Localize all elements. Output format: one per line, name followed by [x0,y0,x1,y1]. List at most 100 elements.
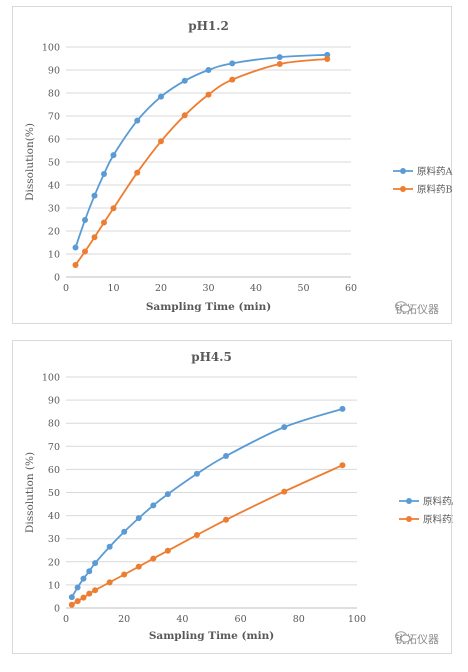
chart-panel-ph1-2: pH1.2 0 10 20 30 40 50 60 70 80 90 100 0 10 20 30 40 50 60… [12,6,453,324]
data-point [121,571,128,578]
y-axis-label: Dissolution (%) [24,452,36,533]
y-tick-label: 50 [48,158,60,169]
data-point [86,590,93,597]
data-point [68,601,75,608]
y-tick-label: 100 [42,43,60,54]
y-axis-label: Dissolution(%) [24,123,36,201]
data-point [68,594,75,601]
data-point [193,532,200,539]
legend-marker [400,168,406,174]
data-point [101,219,107,226]
x-tick-label: 20 [155,283,167,294]
x-tick-label: 40 [250,283,262,294]
y-tick-label: 40 [48,181,60,192]
data-point [135,563,142,570]
data-point [91,234,98,241]
data-point [134,169,141,176]
legend-marker [400,186,406,192]
chart-ph1-2: pH1.2 0 10 20 30 40 50 60 70 80 90 100 0 10 20 30 40 50 60… [24,19,453,313]
y-tick-label: 90 [48,66,60,77]
data-point [223,453,230,460]
y-tick-label: 100 [42,373,60,384]
x-axis-label: Sampling Time (min) [149,630,274,642]
legend-label: 原料药B [417,184,453,196]
data-point [229,60,236,67]
x-tick-label: 0 [63,283,69,294]
legend-marker [406,498,412,504]
data-point [181,77,188,84]
data-point [86,568,93,575]
x-tick-label: 30 [202,283,214,294]
y-tick-label: 20 [48,557,60,568]
y-tick-label: 50 [48,488,60,499]
y-tick-label: 60 [48,465,60,476]
data-point [324,55,331,62]
data-point [276,61,283,68]
legend-label: 原料药B [423,514,453,526]
series-line [74,53,328,248]
y-tick-label: 60 [48,135,60,146]
y-tick-label: 0 [54,604,60,615]
data-point [121,528,128,535]
data-point [181,112,188,119]
data-point [150,502,157,509]
data-point [101,170,107,177]
legend-label: 原料药A [423,496,453,508]
data-point [281,424,288,431]
y-tick-label: 20 [48,227,60,238]
data-point [164,491,171,498]
watermark: 锐拓仪器 [395,301,439,317]
data-point [91,192,98,199]
data-point [92,587,99,594]
x-tick-label: 50 [297,283,309,294]
data-point [80,575,87,582]
data-point [82,216,88,223]
data-point [106,579,113,586]
chart-title: pH1.2 [188,19,229,33]
data-point [339,462,346,469]
data-point [74,598,81,605]
data-point [150,555,157,562]
wechat-icon [395,301,411,313]
data-point [324,51,331,58]
x-axis-label: Sampling Time (min) [146,301,271,313]
x-tick-label: 80 [293,614,305,625]
series-line [71,464,343,606]
chart-ph4-5: pH4.5 0 10 20 30 40 50 60 70 80 90 100 0 20 40 60 80 100 S… [24,350,453,642]
data-point [205,91,212,98]
data-point [110,205,117,212]
y-tick-label: 30 [48,534,60,545]
watermark: 锐拓仪器 [395,631,439,647]
data-point [72,262,79,269]
data-point [110,152,117,159]
wechat-icon [395,631,411,643]
data-point [281,488,288,495]
data-point [276,54,283,61]
series-line [71,408,343,598]
legend-label: 原料药A [417,166,453,178]
data-point [72,244,79,251]
x-tick-label: 60 [235,614,247,625]
data-point [339,405,346,412]
data-point [80,594,87,601]
data-point [106,543,113,550]
data-point [164,547,171,554]
data-point [158,138,164,145]
data-point [74,584,81,591]
x-tick-label: 20 [118,614,130,625]
chart-panel-ph4-5: pH4.5 0 10 20 30 40 50 60 70 80 90 100 0 20 40 60 80 100 S… [12,340,453,654]
data-point [205,67,212,73]
y-tick-label: 70 [48,442,60,453]
x-tick-label: 40 [176,614,188,625]
y-tick-label: 80 [48,89,60,100]
y-tick-label: 10 [48,580,60,591]
data-point [134,117,141,124]
y-tick-label: 30 [48,204,60,215]
chart-title: pH4.5 [191,350,232,364]
y-tick-label: 70 [48,112,60,123]
data-point [229,76,236,83]
legend-marker [406,516,412,522]
x-tick-label: 0 [63,614,69,625]
y-tick-label: 80 [48,419,60,430]
data-point [135,515,142,522]
